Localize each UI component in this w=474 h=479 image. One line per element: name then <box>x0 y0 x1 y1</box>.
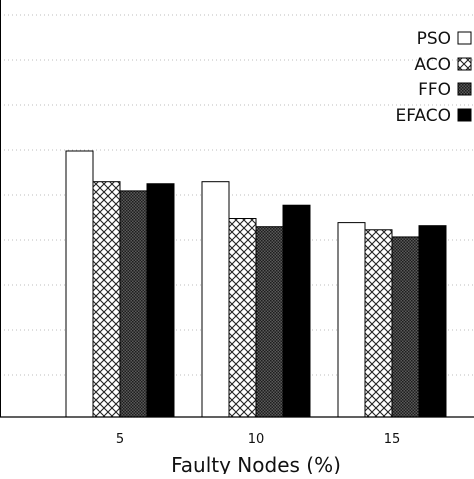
x-tick-labels: 5 10 15 <box>116 432 400 447</box>
bar-ffo-15 <box>391 236 420 418</box>
x-tick-label: 10 <box>248 432 265 447</box>
legend-swatch-ffo <box>457 82 472 96</box>
axes <box>0 0 474 418</box>
bar-ffo-5 <box>119 190 148 418</box>
legend-swatch-pso <box>457 31 472 45</box>
legend-swatch-aco <box>457 57 472 71</box>
legend-label-pso: PSO <box>417 29 451 49</box>
legend-label-ffo: FFO <box>418 80 451 100</box>
legend-label-efaco: EFACO <box>395 106 451 126</box>
bar-ffo-10 <box>255 226 284 418</box>
legend-label-aco: ACO <box>414 55 451 75</box>
legend: PSO ACO FFO EFACO <box>395 29 472 126</box>
x-axis-title: Faulty Nodes (%) <box>171 453 341 474</box>
bars <box>65 150 447 418</box>
bar-pso-10 <box>201 181 230 418</box>
bar-aco-15 <box>364 229 393 418</box>
x-tick-label: 15 <box>384 432 401 447</box>
x-tick-label: 5 <box>116 432 124 447</box>
bar-aco-10 <box>228 218 257 418</box>
bar-pso-15 <box>337 222 366 418</box>
bar-efaco-5 <box>146 183 175 418</box>
legend-swatch-efaco <box>457 108 472 122</box>
bar-pso-5 <box>65 150 94 418</box>
bar-aco-5 <box>92 181 121 418</box>
bar-efaco-15 <box>418 225 447 418</box>
bar-efaco-10 <box>282 204 311 418</box>
